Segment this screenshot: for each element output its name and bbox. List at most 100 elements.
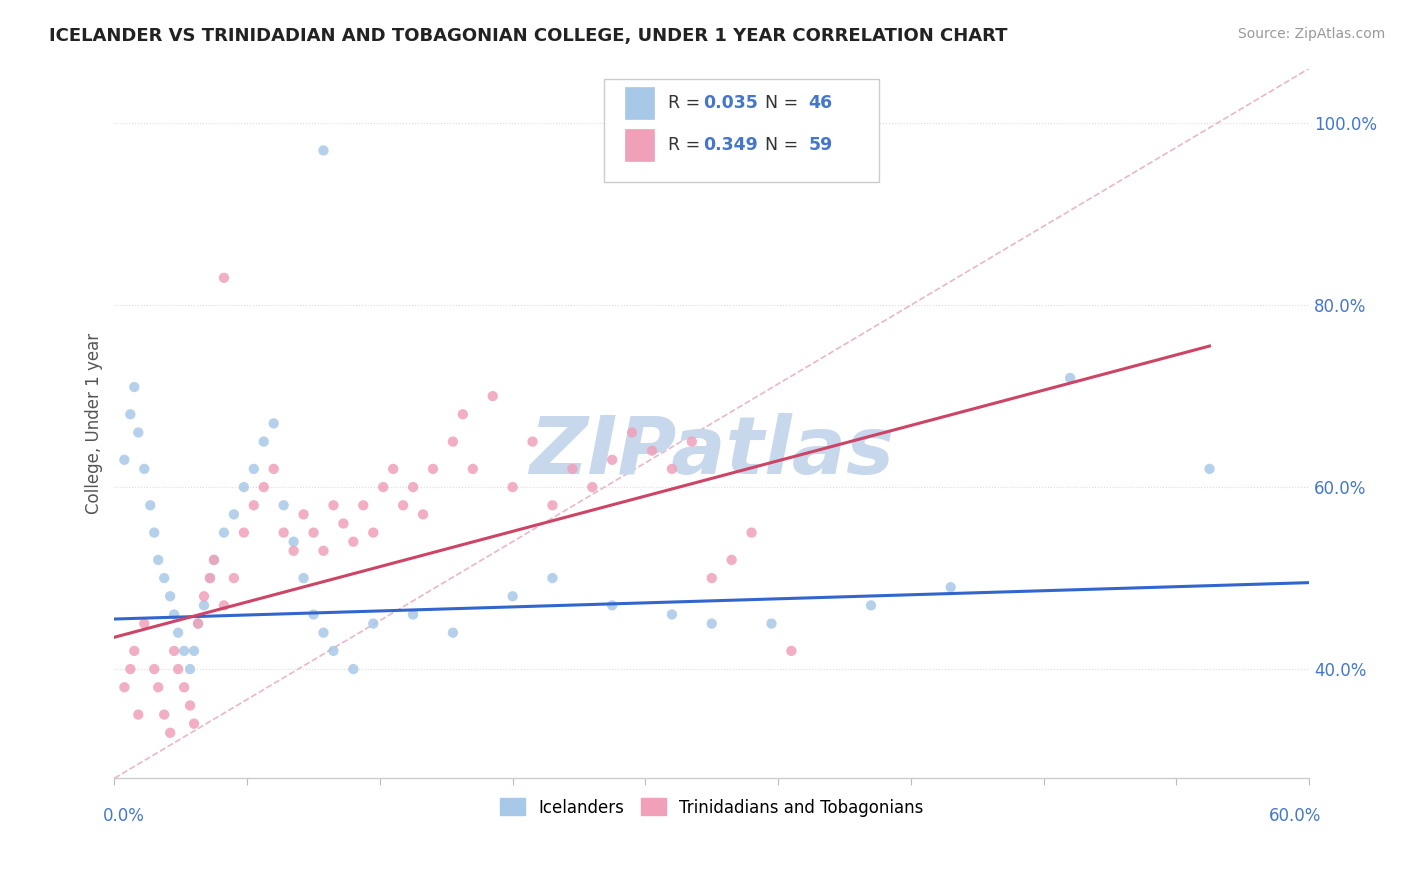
Point	[361, 616, 384, 631]
Point	[163, 644, 186, 658]
Point	[392, 498, 415, 512]
FancyBboxPatch shape	[605, 79, 879, 182]
Point	[112, 452, 135, 467]
Point	[183, 716, 205, 731]
Point	[148, 680, 170, 694]
Point	[322, 644, 344, 658]
Point	[148, 553, 170, 567]
Point	[120, 407, 142, 421]
Point	[561, 462, 583, 476]
Point	[243, 498, 266, 512]
Y-axis label: College, Under 1 year: College, Under 1 year	[86, 333, 103, 514]
Point	[273, 498, 295, 512]
Point	[153, 707, 176, 722]
Point	[700, 616, 723, 631]
Point	[198, 571, 221, 585]
Point	[159, 725, 181, 739]
Bar	[624, 87, 654, 120]
Point	[402, 480, 425, 494]
Point	[183, 644, 205, 658]
Point	[441, 625, 464, 640]
Point	[193, 589, 215, 603]
Point	[422, 462, 444, 476]
Point	[163, 607, 186, 622]
Point	[187, 616, 209, 631]
Point	[681, 434, 703, 449]
Point	[352, 498, 374, 512]
Point	[541, 498, 564, 512]
Point	[139, 498, 162, 512]
Point	[202, 553, 225, 567]
Point	[198, 571, 221, 585]
Text: Source: ZipAtlas.com: Source: ZipAtlas.com	[1237, 27, 1385, 41]
Point	[939, 580, 962, 594]
Point	[212, 525, 235, 540]
Point	[232, 525, 254, 540]
Point	[302, 607, 325, 622]
Point	[202, 553, 225, 567]
Point	[373, 480, 395, 494]
Point	[167, 625, 190, 640]
Point	[159, 589, 181, 603]
Point	[120, 662, 142, 676]
Point	[212, 599, 235, 613]
Point	[402, 607, 425, 622]
Point	[481, 389, 503, 403]
Point	[127, 425, 149, 440]
Point	[243, 462, 266, 476]
Point	[342, 534, 364, 549]
Point	[302, 525, 325, 540]
Point	[720, 553, 742, 567]
Text: R =: R =	[668, 95, 706, 112]
Point	[193, 599, 215, 613]
Point	[641, 443, 664, 458]
Point	[273, 525, 295, 540]
Point	[661, 607, 683, 622]
Point	[621, 425, 644, 440]
Point	[502, 480, 524, 494]
Point	[283, 534, 305, 549]
Point	[283, 543, 305, 558]
Point	[860, 599, 883, 613]
Point	[112, 680, 135, 694]
Text: 0.0%: 0.0%	[103, 807, 145, 825]
Text: 0.035: 0.035	[703, 95, 758, 112]
Point	[292, 571, 315, 585]
Legend: Icelanders, Trinidadians and Tobagonians: Icelanders, Trinidadians and Tobagonians	[494, 792, 931, 823]
Point	[361, 525, 384, 540]
Point	[222, 571, 245, 585]
Point	[412, 508, 434, 522]
Point	[1059, 371, 1081, 385]
Point	[382, 462, 405, 476]
Text: 0.349: 0.349	[703, 136, 758, 154]
Text: 46: 46	[808, 95, 832, 112]
Text: N =: N =	[754, 95, 803, 112]
Point	[342, 662, 364, 676]
Point	[124, 644, 146, 658]
Point	[292, 508, 315, 522]
Point	[541, 571, 564, 585]
Point	[134, 462, 156, 476]
Point	[522, 434, 544, 449]
Text: 59: 59	[808, 136, 832, 154]
Text: R =: R =	[668, 136, 706, 154]
Point	[263, 417, 285, 431]
Point	[143, 662, 166, 676]
Point	[780, 644, 803, 658]
Point	[143, 525, 166, 540]
Point	[461, 462, 484, 476]
Point	[312, 543, 335, 558]
Point	[581, 480, 603, 494]
Point	[312, 625, 335, 640]
Point	[322, 498, 344, 512]
Point	[187, 616, 209, 631]
Point	[179, 698, 201, 713]
Point	[700, 571, 723, 585]
Point	[167, 662, 190, 676]
Point	[1198, 462, 1220, 476]
Point	[312, 144, 335, 158]
Point	[179, 662, 201, 676]
Point	[127, 707, 149, 722]
Point	[263, 462, 285, 476]
Text: ZIPatlas: ZIPatlas	[529, 413, 894, 491]
